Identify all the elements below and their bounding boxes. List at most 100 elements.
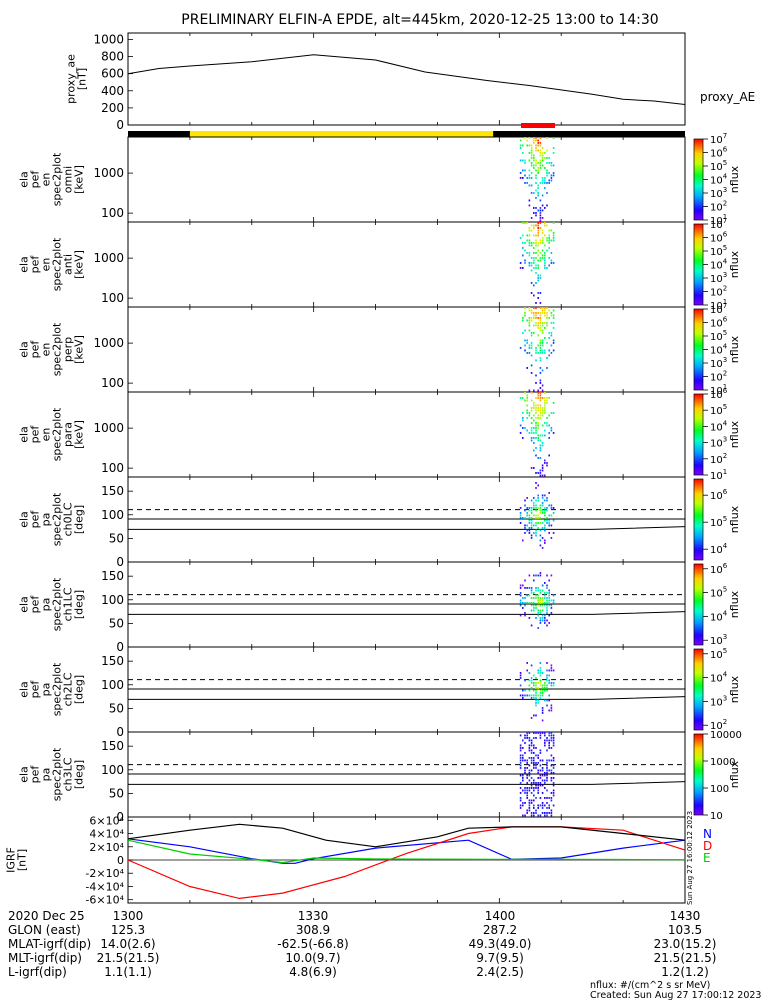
panel-omni-cell xyxy=(548,172,550,174)
panel-ch1LC-cell xyxy=(530,602,533,604)
panel-ch2LC-cell xyxy=(544,687,546,689)
ephem-row-1-v2: 287.2 xyxy=(483,923,517,937)
panel-para-cell xyxy=(524,427,526,429)
panel-ch0LC-cell xyxy=(544,494,546,497)
panel-ch3LC-cell xyxy=(546,777,548,779)
panel-ch0LC-cell xyxy=(519,522,522,524)
panel-anti-cell xyxy=(522,254,524,257)
status-bar-yellow xyxy=(189,131,494,137)
panel-omni-cell xyxy=(535,214,537,217)
panel-ch3LC-cell xyxy=(524,734,526,737)
panel-anti-cell xyxy=(550,229,553,232)
panel-ch2LC-cell xyxy=(528,689,531,692)
panel-anti-cell xyxy=(539,292,542,294)
panel-ch0LC-cell xyxy=(528,519,531,522)
panel-omni-cell xyxy=(519,177,522,179)
panel-omni-cell xyxy=(535,169,537,172)
panel-ch3LC-cell xyxy=(519,787,522,789)
panel-para-cell xyxy=(535,412,537,414)
panel-para-cell xyxy=(526,394,528,397)
panel-ch1LC-cell xyxy=(541,619,544,622)
panel-ch0LC-cell xyxy=(539,507,542,509)
panel-omni-cell xyxy=(539,159,542,162)
panel-omni-colorbar-bar xyxy=(693,138,704,221)
panel-ch2LC-cell xyxy=(533,694,535,697)
panel-ch2LC-cell xyxy=(537,672,539,674)
panel-omni-cell xyxy=(539,164,542,167)
panel-ch1LC-ylabel-line-0: ela xyxy=(18,596,31,613)
panel-para-cell xyxy=(541,434,544,437)
panel-perp-yticklabel-0: 100 xyxy=(101,376,124,390)
panel-ch2LC-cell xyxy=(533,697,535,699)
panel-ch0LC-cell xyxy=(535,482,537,484)
panel-ch0LC-cell xyxy=(535,509,537,512)
panel-ch0LC-cell xyxy=(528,507,531,509)
panel-para-cell xyxy=(544,397,546,399)
panel-ch1LC-cell xyxy=(541,609,544,612)
panel-perp-cell xyxy=(526,319,528,322)
panel-omni-cell xyxy=(530,162,533,164)
panel-omni-cell xyxy=(528,144,531,147)
panel-ch0LC-cell xyxy=(552,507,555,509)
panel-para-cell xyxy=(535,432,537,434)
panel-omni-cell xyxy=(530,149,533,152)
panel-ch2LC-cell xyxy=(530,694,533,697)
panel-ch3LC-cell xyxy=(541,792,544,794)
panel-perp-cell xyxy=(526,367,528,369)
panel-ch3LC-cell xyxy=(533,732,535,734)
panel-ch2LC-cell xyxy=(548,699,550,702)
panel-ch0LC-cell xyxy=(548,504,550,507)
panel-perp-cell xyxy=(546,317,548,319)
panel-anti-cell xyxy=(541,237,544,239)
panel-anti-cell xyxy=(541,257,544,259)
panel-para-cell xyxy=(522,427,524,429)
ephem-row-1-v3: 103.5 xyxy=(668,923,702,937)
panel-para-cell xyxy=(537,407,539,409)
panel-para-cell xyxy=(535,397,537,399)
panel-ch0LC-cell xyxy=(519,512,522,514)
panel-anti-cell xyxy=(535,272,537,274)
panel-para-ylabel-line-5: [keV] xyxy=(73,420,86,449)
panel-ch3LC-cell xyxy=(528,799,531,802)
panel-ch1LC-cell xyxy=(544,592,546,594)
panel-perp-cell xyxy=(539,322,542,324)
panel-ch3LC-cell xyxy=(535,764,537,767)
panel-omni-heatmap-cells xyxy=(519,137,555,222)
panel-ch1LC-cell xyxy=(546,597,548,599)
panel-omni-cell xyxy=(535,177,537,179)
panel-perp-cell xyxy=(546,367,548,369)
panel-omni-cell xyxy=(519,172,522,174)
panel-omni-cell xyxy=(519,147,522,149)
panel-anti-cell xyxy=(544,234,546,237)
panel-anti-ylabel-line-3: spec2plot xyxy=(51,237,64,291)
panel-para-cell xyxy=(539,434,542,437)
panel-ch1LC-cell xyxy=(522,584,524,587)
panel-ch3LC-cell xyxy=(519,762,522,764)
ephem-row-0-v0: 1300 xyxy=(113,909,144,923)
panel-ch3LC-cell xyxy=(544,779,546,782)
panel-ch1LC-cell xyxy=(550,599,553,602)
panel-perp-cell xyxy=(530,344,533,347)
panel-ch1LC-cell xyxy=(544,619,546,622)
panel-ch1LC-cell xyxy=(537,597,539,599)
panel-ch3LC-cell xyxy=(533,807,535,809)
panel-ch2LC-cell xyxy=(550,664,553,667)
panel-ch0LC-cell xyxy=(530,534,533,537)
panel-ch1LC-cell xyxy=(524,612,526,614)
panel-perp-cell xyxy=(552,322,555,324)
panel-ch3LC-cell xyxy=(524,767,526,769)
panel-ch1LC-cell xyxy=(519,587,522,589)
panel-para-cell xyxy=(544,407,546,409)
panel-omni-cell xyxy=(528,152,531,154)
panel-ch0LC-cell xyxy=(541,504,544,507)
panel-omni-cell xyxy=(530,172,533,174)
panel-ch1LC-cell xyxy=(544,602,546,604)
panel-omni-cell xyxy=(533,139,535,142)
panel-perp-cell xyxy=(541,324,544,327)
panel-ch3LC-cell xyxy=(546,769,548,772)
panel-omni-cell xyxy=(546,204,548,207)
panel-perp-cell xyxy=(524,344,526,347)
panel-ch1LC-cell xyxy=(539,619,542,622)
panel-ch0LC-cell xyxy=(535,507,537,509)
